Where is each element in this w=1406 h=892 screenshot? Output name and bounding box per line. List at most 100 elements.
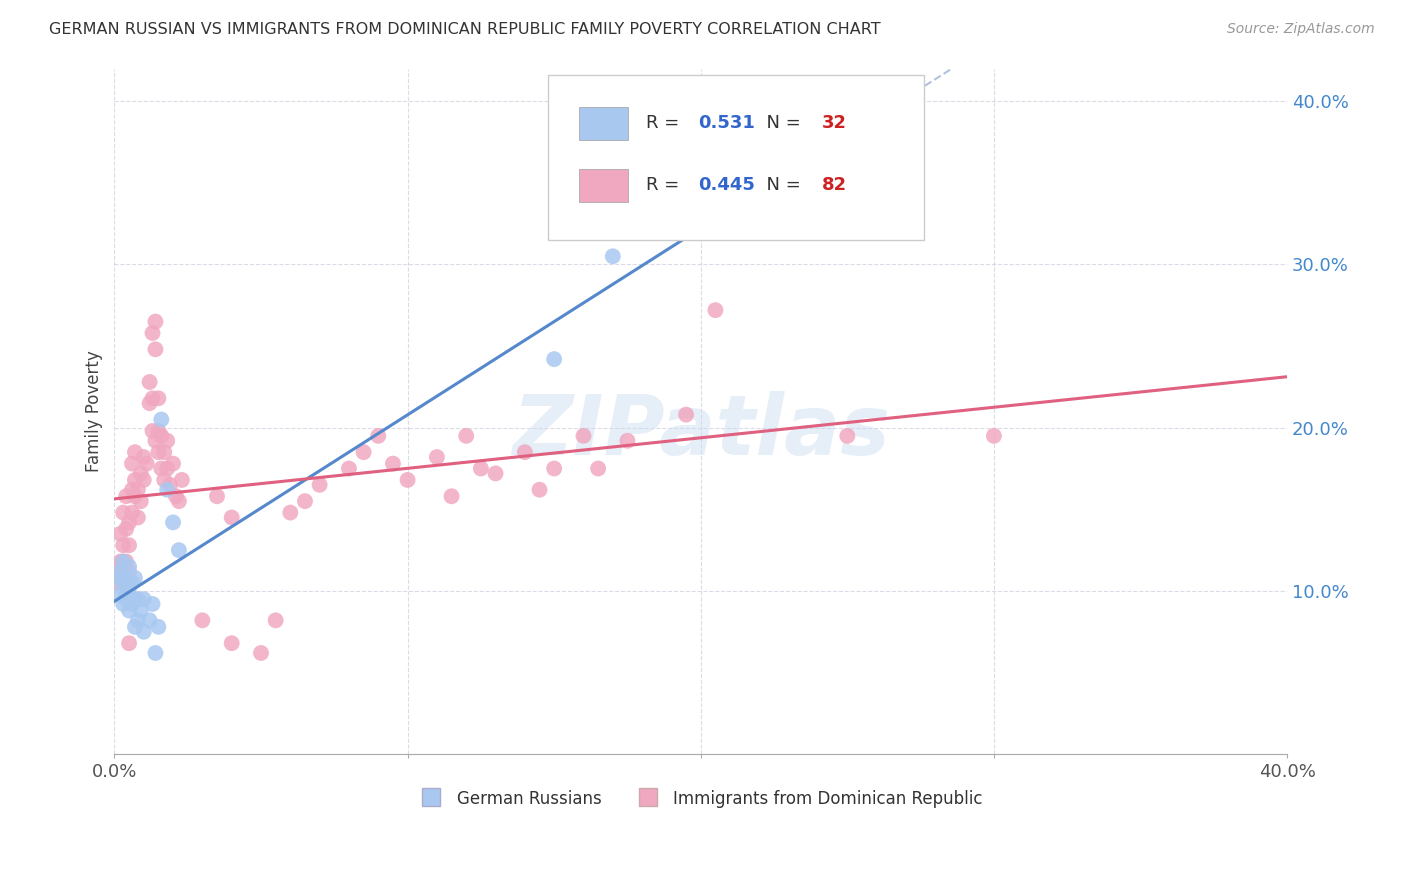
Point [440, 489, 463, 503]
Point [118, 538, 141, 552]
Point [121, 506, 143, 520]
Text: Source: ZipAtlas.com: Source: ZipAtlas.com [1227, 22, 1375, 37]
Point [148, 620, 170, 634]
Point [837, 429, 859, 443]
Point [165, 489, 187, 503]
Point [337, 461, 360, 475]
Point [221, 510, 243, 524]
Point [115, 489, 138, 503]
Point [127, 510, 149, 524]
Text: N =: N = [755, 176, 806, 194]
Point [278, 506, 301, 520]
Point [294, 494, 316, 508]
Point [112, 575, 135, 590]
Point [141, 424, 163, 438]
Point [112, 555, 135, 569]
Point [124, 571, 146, 585]
Point [105, 575, 128, 590]
Point [704, 303, 727, 318]
Point [586, 461, 609, 475]
Point [150, 429, 173, 443]
Point [145, 434, 167, 448]
Point [132, 592, 155, 607]
Point [115, 592, 138, 607]
Point [115, 522, 138, 536]
Point [156, 483, 179, 497]
Point [156, 461, 179, 475]
Point [105, 571, 128, 585]
Point [145, 315, 167, 329]
Point [141, 392, 163, 406]
Point [110, 565, 132, 579]
Point [110, 526, 132, 541]
Point [115, 571, 138, 585]
Text: R =: R = [645, 176, 685, 194]
Point [127, 483, 149, 497]
Point [148, 445, 170, 459]
Point [470, 461, 492, 475]
Point [110, 555, 132, 569]
Point [308, 478, 330, 492]
Point [112, 555, 135, 569]
Point [250, 646, 273, 660]
Point [115, 555, 138, 569]
Point [118, 565, 141, 579]
Point [153, 473, 176, 487]
Point [572, 429, 595, 443]
Point [118, 559, 141, 574]
Point [115, 571, 138, 585]
Point [110, 565, 132, 579]
Point [138, 375, 160, 389]
Point [513, 445, 536, 459]
Point [118, 581, 141, 595]
Point [141, 597, 163, 611]
Point [129, 467, 152, 481]
Point [170, 473, 193, 487]
Point [127, 613, 149, 627]
Point [129, 494, 152, 508]
Text: R =: R = [645, 114, 685, 132]
Point [529, 483, 551, 497]
Point [115, 587, 138, 601]
Point [148, 424, 170, 438]
Legend: German Russians, Immigrants from Dominican Republic: German Russians, Immigrants from Dominic… [412, 783, 990, 814]
FancyBboxPatch shape [579, 107, 628, 140]
Point [112, 506, 135, 520]
Point [124, 445, 146, 459]
Point [167, 543, 190, 558]
Point [381, 457, 404, 471]
Point [110, 587, 132, 601]
Point [456, 429, 478, 443]
Text: 0.531: 0.531 [699, 114, 755, 132]
Text: N =: N = [755, 114, 806, 132]
FancyBboxPatch shape [548, 76, 924, 240]
Point [141, 326, 163, 340]
Text: ZIPatlas: ZIPatlas [512, 392, 890, 473]
Point [145, 646, 167, 660]
Point [118, 516, 141, 530]
Text: 32: 32 [821, 114, 846, 132]
Point [264, 613, 287, 627]
Text: GERMAN RUSSIAN VS IMMIGRANTS FROM DOMINICAN REPUBLIC FAMILY POVERTY CORRELATION : GERMAN RUSSIAN VS IMMIGRANTS FROM DOMINI… [49, 22, 880, 37]
Point [121, 575, 143, 590]
Point [129, 603, 152, 617]
Point [145, 343, 167, 357]
Point [121, 457, 143, 471]
Point [484, 467, 506, 481]
Point [132, 473, 155, 487]
Point [132, 450, 155, 464]
Point [162, 457, 184, 471]
Point [167, 494, 190, 508]
Text: 0.445: 0.445 [699, 176, 755, 194]
Point [112, 538, 135, 552]
Point [112, 597, 135, 611]
Point [150, 461, 173, 475]
Point [135, 457, 157, 471]
Point [121, 597, 143, 611]
Point [396, 473, 419, 487]
Point [118, 603, 141, 617]
Point [138, 613, 160, 627]
Point [221, 636, 243, 650]
Point [426, 450, 449, 464]
Point [132, 624, 155, 639]
